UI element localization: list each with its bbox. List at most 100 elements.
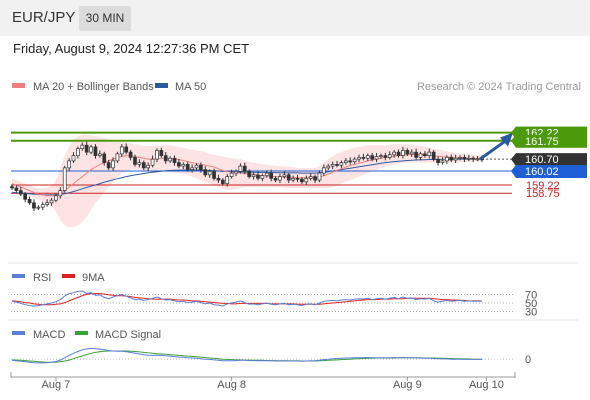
rsi-legend-label: RSI	[33, 272, 51, 284]
candle	[282, 171, 287, 179]
candle	[203, 166, 208, 177]
candle-body	[40, 204, 45, 208]
candle-body	[335, 164, 339, 166]
price-tag-160.70: 160.70	[511, 153, 587, 167]
candle-body	[106, 162, 111, 169]
candle-body	[71, 155, 76, 162]
candle	[343, 158, 348, 165]
candle	[89, 144, 93, 155]
candle-body	[326, 165, 331, 169]
rsi-legend-swatch	[12, 274, 25, 278]
x-tick-label: Aug 9	[393, 379, 422, 391]
candle-body	[128, 151, 133, 158]
candle-body	[229, 172, 234, 177]
price-tag-bg	[516, 153, 587, 167]
candle-body	[58, 190, 63, 197]
candle	[405, 148, 410, 156]
candle	[242, 162, 247, 175]
candle	[238, 163, 243, 174]
candle-body	[401, 150, 405, 156]
candle	[414, 148, 418, 160]
candle	[339, 160, 344, 169]
candle	[379, 153, 383, 159]
candle-body	[278, 176, 282, 181]
candle-body	[137, 162, 142, 165]
candle-body	[89, 146, 93, 153]
candle-body	[49, 199, 54, 204]
candle	[212, 168, 216, 181]
candle-body	[93, 146, 98, 156]
candle-body	[357, 157, 361, 160]
candle	[177, 159, 181, 169]
candle-body	[308, 176, 313, 179]
candle	[370, 152, 375, 162]
candle	[392, 150, 396, 158]
candle-body	[392, 151, 396, 156]
candle-body	[300, 178, 304, 183]
candle	[128, 150, 133, 161]
candle	[111, 157, 115, 171]
rsi-line	[11, 290, 482, 307]
price-tag-161.75: 161.75	[511, 134, 587, 148]
bollinger-legend-swatch	[12, 83, 25, 88]
candle	[440, 157, 445, 165]
candle-body	[146, 164, 151, 169]
candle	[102, 151, 107, 166]
candle	[427, 148, 432, 159]
candle	[383, 152, 388, 161]
candle-body	[409, 151, 414, 155]
time-axis: Aug 7 Aug 8 Aug 9 Aug 10	[10, 372, 516, 391]
macd-legend-label: MACD	[33, 329, 65, 341]
candle-body	[383, 155, 388, 158]
candle-body	[343, 160, 348, 163]
candle-body	[84, 144, 89, 153]
candle	[308, 173, 313, 181]
candle-body	[27, 198, 32, 204]
candle-body	[405, 150, 410, 155]
candle-body	[387, 154, 392, 158]
candle	[172, 155, 177, 166]
candle-body	[269, 172, 274, 179]
candle	[247, 169, 252, 179]
candle	[168, 156, 172, 163]
candle-body	[317, 172, 322, 181]
candle	[36, 205, 41, 211]
candle-body	[102, 153, 107, 163]
macd-zero-label: 0	[525, 354, 531, 366]
candle-body	[414, 151, 418, 158]
candle	[365, 153, 370, 162]
candle-body	[14, 187, 19, 191]
candle-body	[242, 165, 247, 172]
candle-body	[207, 171, 212, 176]
candle	[80, 142, 85, 151]
candle	[234, 169, 238, 177]
candle	[40, 201, 45, 211]
candle	[14, 185, 19, 194]
x-tick-label: Aug 8	[217, 379, 246, 391]
candle	[278, 173, 282, 184]
candle-body	[295, 178, 300, 180]
macd-line	[11, 347, 482, 364]
timeframe-badge[interactable]: 30 MIN	[79, 6, 131, 31]
candle-body	[133, 157, 137, 165]
candle-body	[264, 172, 269, 177]
candle-body	[194, 164, 199, 169]
candle	[387, 151, 392, 160]
candle	[260, 173, 265, 182]
candle	[374, 153, 379, 163]
candle	[93, 144, 98, 159]
candle	[124, 143, 129, 155]
candle-body	[216, 178, 221, 181]
candle-body	[181, 164, 186, 167]
candle-body	[124, 146, 129, 153]
candle-body	[220, 179, 225, 184]
candle-body	[396, 151, 401, 156]
candle-body	[76, 148, 80, 156]
candle	[295, 174, 300, 183]
price-tag-pointer	[511, 134, 516, 148]
candle	[286, 172, 291, 184]
signal-legend-label: MACD Signal	[95, 329, 161, 341]
candle	[431, 150, 436, 162]
candle-body	[225, 176, 230, 184]
